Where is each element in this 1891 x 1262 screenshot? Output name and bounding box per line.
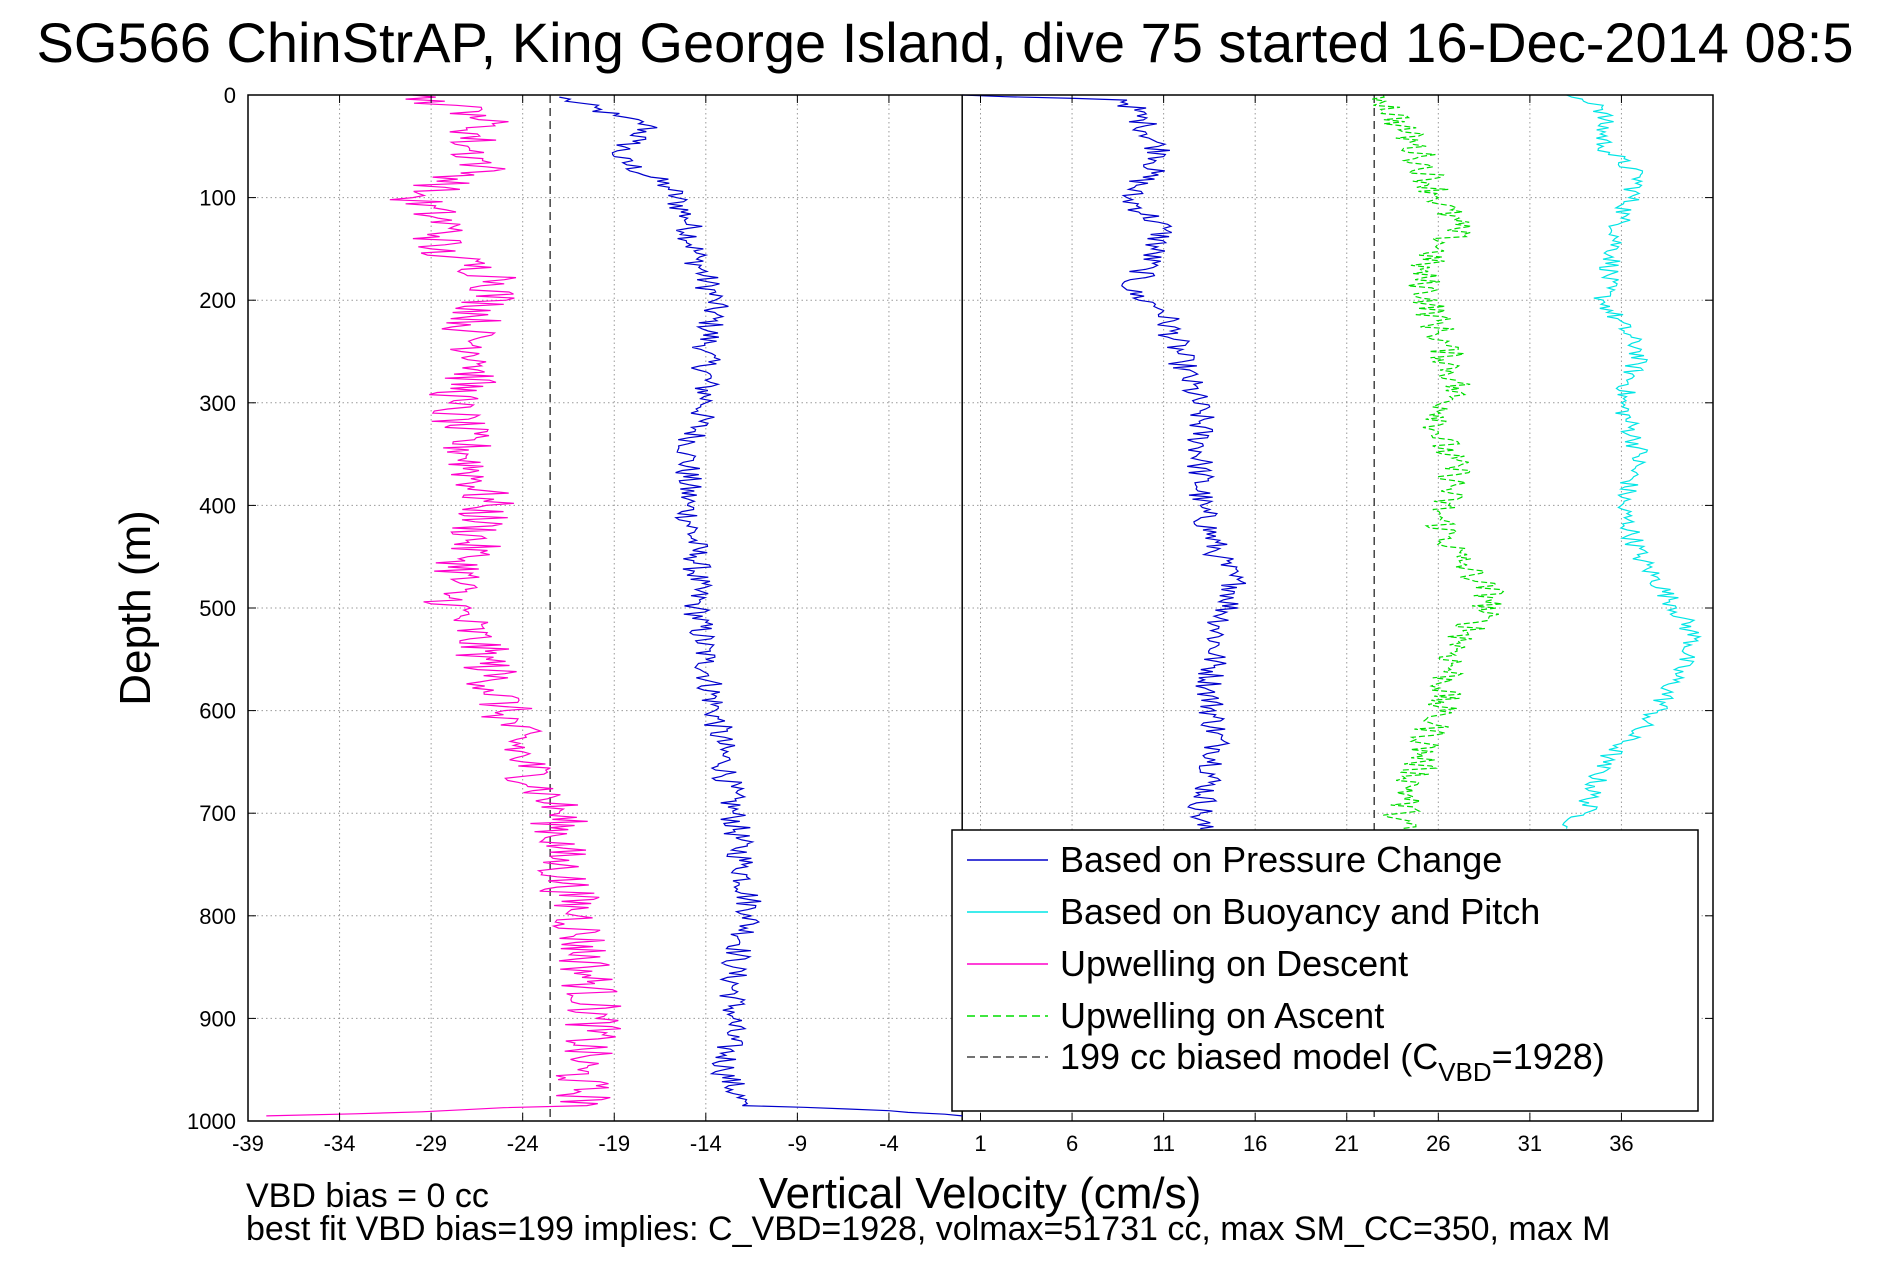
series-line: [266, 94, 622, 1117]
x-tick-label: 16: [1243, 1131, 1267, 1156]
y-tick-label: 800: [199, 904, 236, 929]
x-tick-label: 11: [1152, 1131, 1175, 1156]
series-line: [559, 96, 963, 1117]
x-tick-label: -19: [598, 1131, 630, 1156]
x-tick-label: -39: [232, 1131, 264, 1156]
legend-label: Based on Buoyancy and Pitch: [1060, 891, 1540, 932]
series-line: [1561, 94, 1702, 829]
legend-label-suffix: =1928): [1492, 1036, 1605, 1077]
y-tick-label: 400: [199, 493, 236, 518]
legend-box: [951, 829, 1699, 1112]
best-fit-note: best fit VBD bias=199 implies: C_VBD=192…: [246, 1210, 1610, 1248]
legend-label-text: Based on Buoyancy and Pitch: [1060, 891, 1540, 932]
y-tick-label: 1000: [187, 1109, 236, 1134]
x-axis-label: Vertical Velocity (cm/s): [759, 1169, 1202, 1218]
y-tick-label: 300: [199, 391, 236, 416]
legend-label: Upwelling on Descent: [1060, 943, 1408, 984]
x-tick-label: 6: [1066, 1131, 1078, 1156]
x-tick-label: 26: [1426, 1131, 1450, 1156]
x-tick-label: 21: [1335, 1131, 1359, 1156]
legend-label-text: Upwelling on Ascent: [1060, 995, 1384, 1036]
y-tick-label: 100: [199, 186, 236, 211]
legend-label-text: 199 cc biased model (C: [1060, 1036, 1438, 1077]
x-tick-label: -34: [324, 1131, 356, 1156]
x-tick-label: -4: [879, 1131, 899, 1156]
legend: Based on Pressure Change Based on Buoyanc…: [951, 829, 1699, 1112]
y-axis-label: Depth (m): [111, 510, 160, 706]
x-tick-label: -9: [788, 1131, 808, 1156]
y-tick-label: 500: [199, 596, 236, 621]
legend-label: 199 cc biased model (CVBD=1928): [1060, 1036, 1605, 1087]
x-tick-label: 1: [974, 1131, 986, 1156]
legend-label: Upwelling on Ascent: [1060, 995, 1384, 1036]
data-series: [266, 94, 1702, 1117]
axis-ticks: -39 -34 -29 -24 -19 -14 -9 -4 1 6 11 16 21 26 31 360100…: [187, 83, 1713, 1156]
x-tick-label: 31: [1518, 1131, 1542, 1156]
y-tick-label: 900: [199, 1006, 236, 1031]
legend-label-subscript: VBD: [1438, 1057, 1491, 1087]
chart-title: SG566 ChinStrAP, King George Island, div…: [37, 11, 1854, 74]
series-line: [962, 94, 1247, 830]
legend-label-text: Based on Pressure Change: [1060, 839, 1502, 880]
legend-label: Based on Pressure Change: [1060, 839, 1502, 880]
x-tick-label: -14: [690, 1131, 722, 1156]
x-tick-label: 36: [1609, 1131, 1633, 1156]
legend-label-text: Upwelling on Descent: [1060, 943, 1408, 984]
y-tick-label: 600: [199, 699, 236, 724]
x-tick-label: -29: [415, 1131, 447, 1156]
y-tick-label: 700: [199, 801, 236, 826]
y-tick-label: 0: [224, 83, 236, 108]
vbd-bias-note: VBD bias = 0 cc: [246, 1177, 489, 1215]
y-tick-label: 200: [199, 288, 236, 313]
x-tick-label: -24: [507, 1131, 539, 1156]
series-line: [1372, 94, 1505, 830]
